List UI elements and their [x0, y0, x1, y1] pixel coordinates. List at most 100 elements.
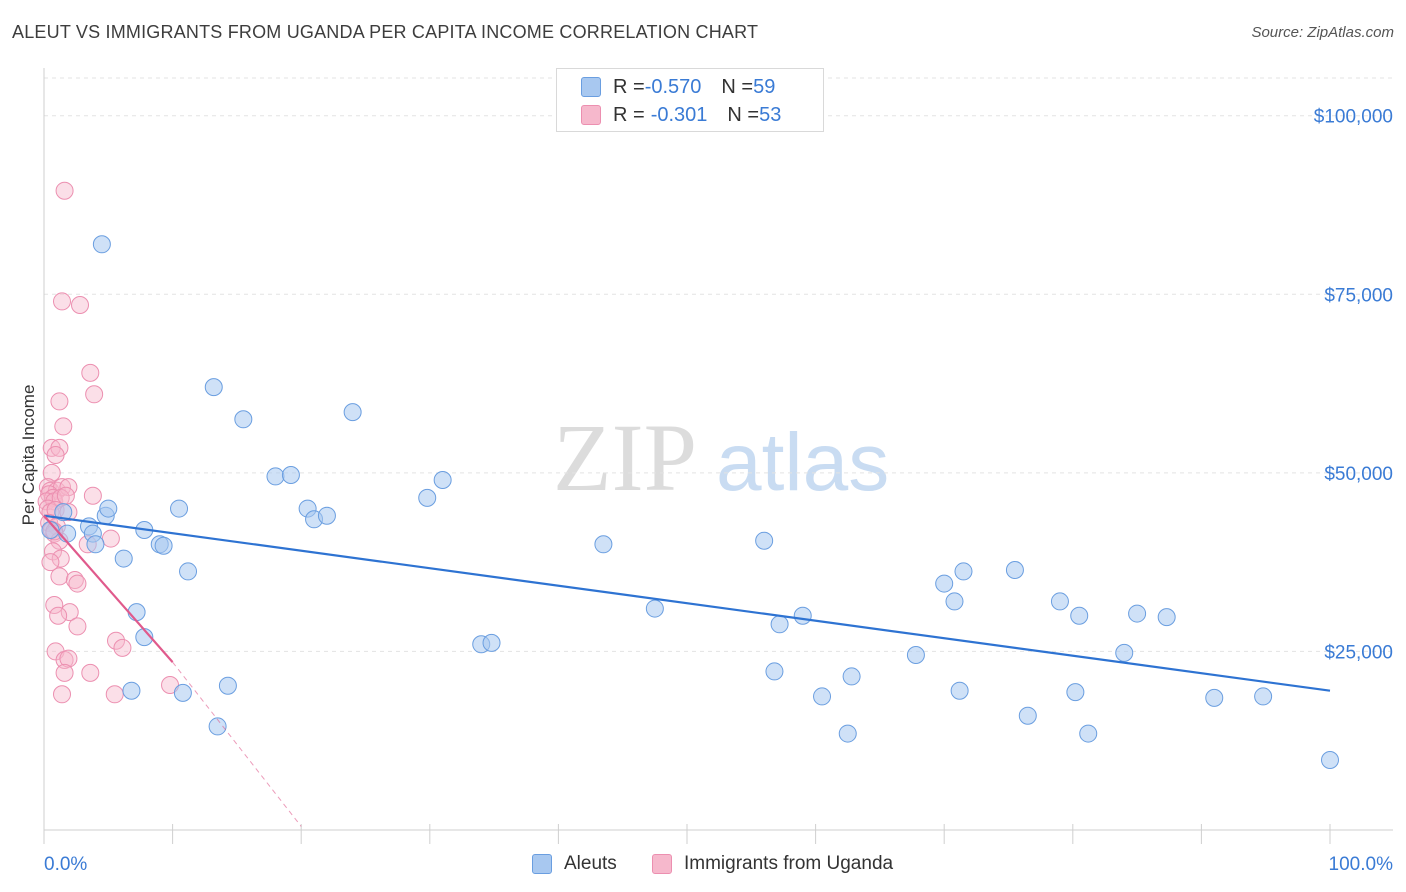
aleut-point [317, 506, 336, 525]
x-tick-label-end: 100.0% [1329, 854, 1394, 875]
r-label: R = [613, 75, 645, 98]
aleut-point [234, 410, 253, 429]
aleut-point [433, 471, 452, 489]
y-tick-label: $75,000 [1324, 285, 1393, 306]
aleut-point [179, 562, 198, 581]
aleut-point [218, 676, 237, 695]
uganda-point [50, 392, 69, 411]
stats-legend: R = -0.570 N = 59 R = -0.301 N = 53 [556, 68, 824, 132]
uganda-point [81, 663, 100, 682]
uganda-point [59, 649, 78, 668]
aleut-point [208, 717, 227, 736]
n-value: 59 [753, 75, 776, 98]
aleut-point [842, 667, 861, 686]
uganda-point [105, 685, 124, 704]
aleut-point [906, 646, 925, 664]
uganda-trend-extension [172, 661, 302, 827]
aleut-point [755, 531, 774, 550]
chart-title: ALEUT VS IMMIGRANTS FROM UGANDA PER CAPI… [12, 22, 759, 42]
aleut-trend-line [43, 514, 1331, 692]
aleut-point [154, 536, 173, 555]
y-tick-label: $50,000 [1324, 464, 1393, 485]
uganda-point [60, 603, 79, 622]
stats-legend-row-uganda: R = -0.301 N = 53 [581, 101, 781, 129]
uganda-point [71, 296, 90, 314]
y-axis-label: Per Capita Income [19, 385, 38, 526]
aleut-point [1050, 592, 1069, 611]
uganda-point [81, 363, 100, 382]
aleut-point [114, 549, 133, 568]
uganda-trend-line [43, 514, 174, 663]
legend-item-uganda: Immigrants from Uganda [652, 852, 893, 876]
uganda-point [49, 606, 68, 625]
aleut-point [1066, 683, 1085, 702]
uganda-point [68, 617, 87, 636]
uganda-swatch [581, 105, 601, 125]
aleut-point [950, 681, 969, 700]
aleut-point [173, 683, 192, 702]
uganda-point [101, 529, 120, 548]
stats-legend-row-aleuts: R = -0.570 N = 59 [581, 73, 775, 101]
aleut-point [1321, 751, 1339, 769]
aleut-point [58, 524, 77, 543]
uganda-point [45, 596, 64, 614]
aleut-point [1205, 688, 1224, 707]
uganda-point [44, 542, 63, 561]
legend-item-aleuts: Aleuts [532, 852, 617, 876]
uganda-point [85, 385, 104, 404]
aleut-point [281, 466, 300, 484]
uganda-point [107, 631, 126, 650]
aleut-point [266, 467, 285, 486]
aleut-point [1018, 706, 1037, 725]
aleut-point [1254, 687, 1273, 706]
uganda-point [68, 574, 87, 593]
aleut-point [122, 681, 141, 700]
uganda-point [53, 292, 72, 311]
aleut-point [838, 724, 857, 743]
n-value: 53 [759, 103, 782, 126]
aleut-point [343, 403, 362, 422]
aleut-point [1079, 724, 1098, 743]
uganda-point [51, 549, 70, 568]
watermark-zip: ZIP [553, 404, 697, 511]
watermark-atlas: atlas [716, 417, 889, 508]
aleut-point [99, 499, 118, 518]
uganda-point [54, 417, 73, 436]
aleut-point [594, 535, 613, 554]
r-label: R = [613, 103, 645, 126]
y-tick-label: $100,000 [1314, 107, 1393, 128]
uganda-point [56, 486, 75, 505]
uganda-point [50, 567, 69, 586]
uganda-legend-label: Immigrants from Uganda [684, 853, 894, 874]
aleut-point [86, 535, 105, 554]
n-label: N = [721, 75, 754, 98]
aleut-point [1070, 606, 1089, 625]
aleut-point [793, 606, 812, 625]
r-value: -0.301 [650, 103, 708, 126]
aleut-point [127, 603, 146, 622]
uganda-point [83, 486, 102, 505]
aleut-point [1157, 608, 1176, 627]
uganda-legend-swatch [652, 854, 672, 874]
y-tick-label: $25,000 [1324, 642, 1393, 663]
aleut-point [813, 687, 832, 706]
n-label: N = [727, 103, 760, 126]
aleut-point [204, 378, 223, 397]
x-tick-label-start: 0.0% [44, 854, 87, 875]
uganda-point [113, 638, 132, 657]
aleuts-legend-label: Aleuts [564, 853, 617, 874]
aleut-point [418, 488, 437, 507]
aleut-point [1115, 643, 1134, 662]
aleuts-legend-swatch [532, 854, 552, 874]
aleut-point [170, 499, 189, 518]
aleut-point [92, 235, 111, 254]
uganda-point [55, 663, 74, 682]
uganda-point [53, 685, 72, 704]
aleut-point [645, 599, 664, 618]
r-value: -0.570 [644, 75, 702, 98]
source-label: Source: ZipAtlas.com [1251, 24, 1394, 41]
aleuts-swatch [581, 77, 601, 97]
aleut-point [482, 633, 501, 652]
aleut-point [935, 574, 954, 593]
